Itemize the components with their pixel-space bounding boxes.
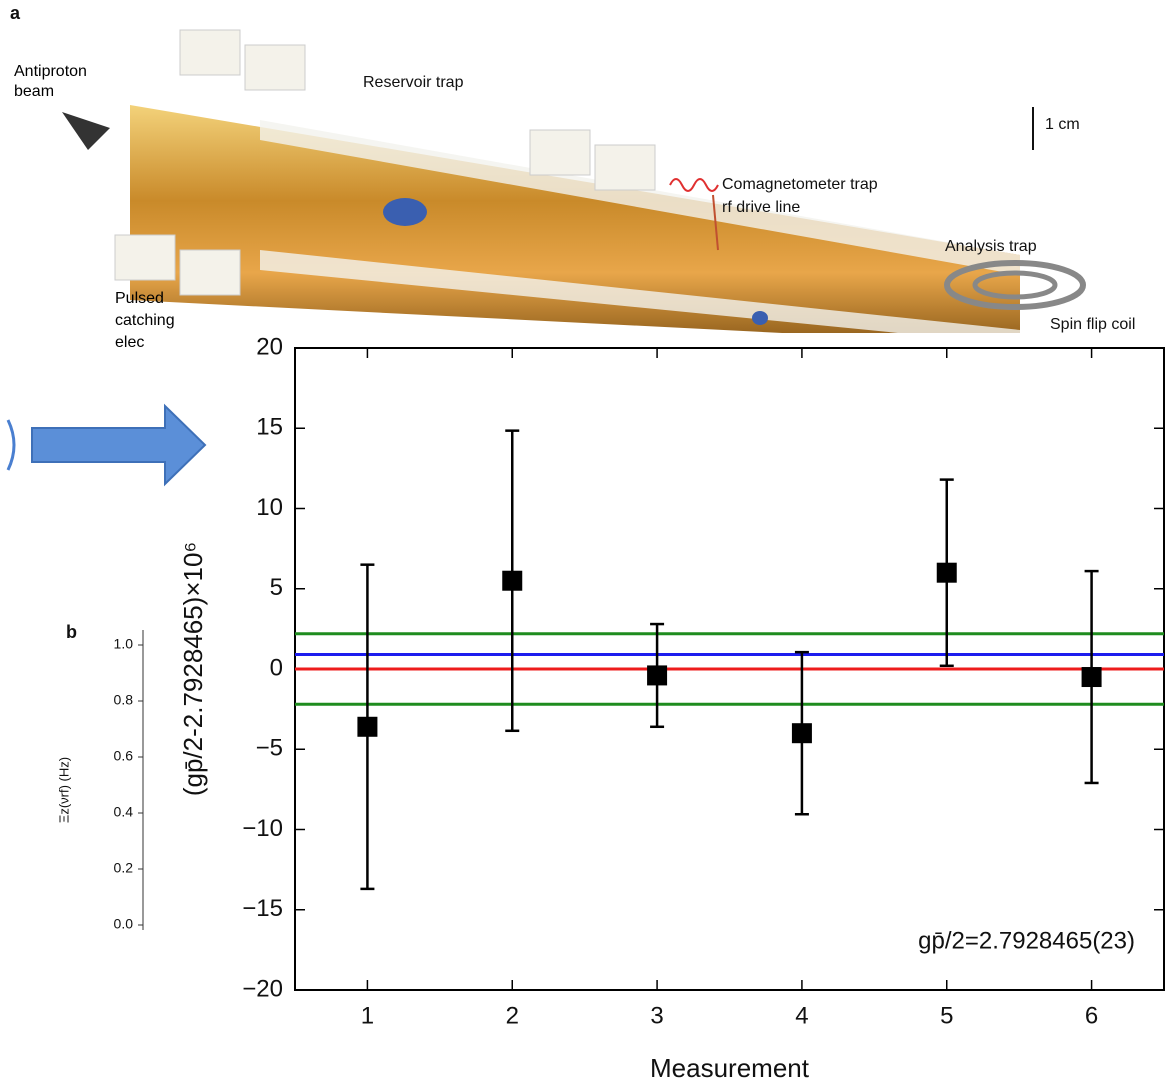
figure: a Antiproton beam Reservoir trap 1 cm Co… [0, 0, 1165, 1084]
y-tick-label: 0.8 [114, 692, 134, 708]
axis-title: Measurement [650, 1053, 810, 1083]
x-tick-label: 2 [506, 1002, 519, 1029]
axis-title: (gp̄/2-2.7928465)×10⁶ [178, 542, 208, 796]
axis-title: Ξz(νrf) (Hz) [56, 757, 71, 823]
marker [937, 563, 957, 583]
label: 1 cm [1045, 116, 1080, 133]
label: Comagnetometer trap [722, 176, 878, 193]
marker [502, 571, 522, 591]
y-tick-label: 0.0 [114, 916, 134, 932]
x-tick-label: 3 [650, 1002, 663, 1029]
arrow [8, 406, 205, 484]
label: Spin flip coil [1050, 316, 1135, 333]
annotation: gp̄/2=2.7928465(23) [918, 927, 1135, 954]
y-tick-label: −20 [242, 975, 283, 1002]
y-tick-label: 1.0 [114, 636, 134, 652]
y-tick-label: −15 [242, 895, 283, 922]
label: Antiproton beam [14, 62, 114, 112]
marker [357, 717, 377, 737]
y-tick-label: 0.4 [114, 804, 134, 820]
x-tick-label: 4 [795, 1002, 808, 1029]
y-tick-label: 0 [270, 654, 283, 681]
x-tick-label: 6 [1085, 1002, 1098, 1029]
x-tick-label: 5 [940, 1002, 953, 1029]
y-tick-label: 0.2 [114, 860, 134, 876]
marker [1082, 667, 1102, 687]
chart-background [145, 333, 1165, 1084]
panel-b: b Ξz(νrf) (Hz) [56, 622, 143, 930]
y-tick-label: −10 [242, 815, 283, 842]
panel-label: b [66, 622, 77, 642]
y-tick-label: 0.6 [114, 748, 134, 764]
label: Reservoir trap [363, 74, 464, 91]
label-text: Antiproton beam [14, 62, 114, 102]
trap-illustration: a Antiproton beam Reservoir trap 1 cm Co… [10, 3, 1135, 358]
y-tick-label: 10 [256, 494, 283, 521]
marker [647, 665, 667, 685]
y-tick-label: 5 [270, 574, 283, 601]
marker [792, 723, 812, 743]
panel-label: a [10, 3, 21, 23]
y-tick-label: −5 [256, 735, 283, 762]
y-tick-label: 20 [256, 333, 283, 360]
x-tick-label: 1 [361, 1002, 374, 1029]
label: Analysis trap [945, 238, 1037, 255]
y-tick-label: 15 [256, 414, 283, 441]
label: rf drive line [722, 199, 800, 216]
